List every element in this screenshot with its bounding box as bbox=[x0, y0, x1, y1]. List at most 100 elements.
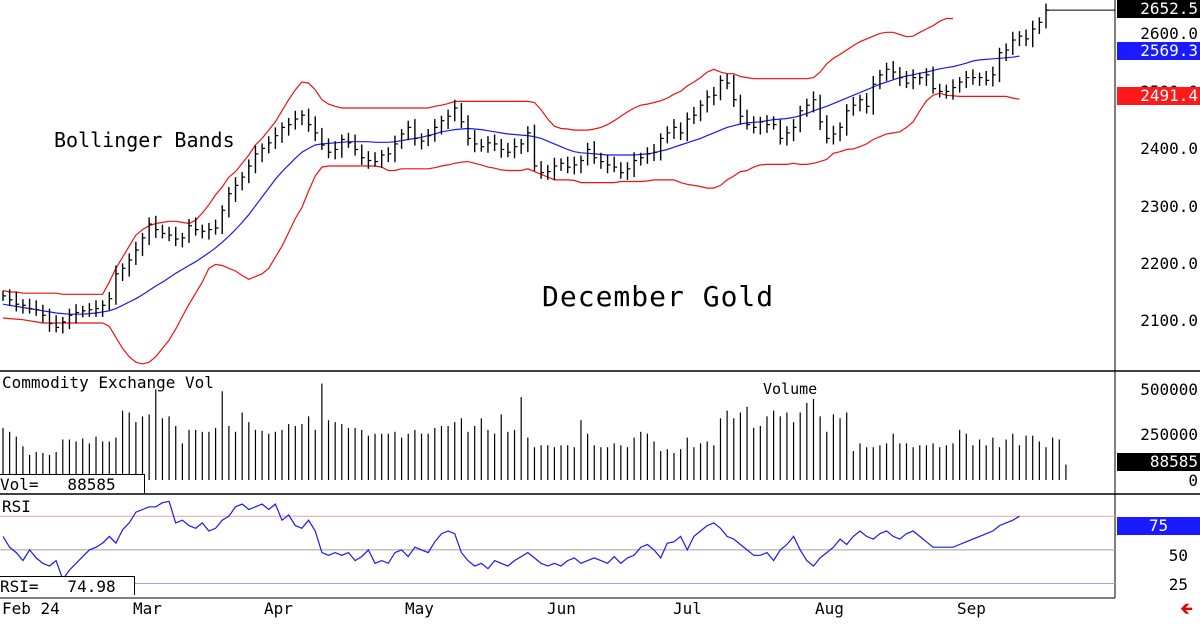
volume-panel-title: Commodity Exchange Vol bbox=[2, 373, 214, 392]
price-bar bbox=[852, 96, 857, 116]
price-bar bbox=[341, 134, 345, 158]
rsi-tick-50: 50 bbox=[1168, 546, 1188, 565]
price-bar bbox=[620, 162, 624, 179]
price-bar bbox=[22, 299, 26, 314]
price-bar bbox=[434, 119, 438, 142]
price-bar bbox=[633, 152, 638, 178]
price-bar bbox=[865, 93, 870, 114]
price-bar bbox=[719, 75, 724, 101]
price-bar bbox=[786, 126, 790, 146]
volume-tick-500000: 500000 bbox=[1140, 380, 1198, 399]
price-bar bbox=[925, 68, 930, 86]
price-bar bbox=[115, 265, 119, 305]
price-bar bbox=[161, 224, 166, 239]
price-bar bbox=[507, 142, 511, 158]
price-bar bbox=[128, 253, 133, 277]
price-bar bbox=[945, 84, 950, 99]
month-label-jul: Jul bbox=[673, 599, 702, 618]
month-label-feb: Feb 24 bbox=[2, 599, 60, 618]
price-bar bbox=[965, 70, 970, 89]
price-bar bbox=[387, 147, 392, 163]
price-bar bbox=[978, 72, 983, 86]
price-bar bbox=[480, 138, 485, 152]
price-bar bbox=[872, 75, 877, 115]
price-bar bbox=[454, 99, 458, 122]
price-bar bbox=[62, 316, 66, 334]
rsi-last-badge: 75 bbox=[1117, 517, 1200, 535]
price-bar bbox=[659, 133, 664, 161]
price-bar bbox=[759, 116, 764, 135]
volume-tick-250000: 250000 bbox=[1140, 425, 1198, 444]
price-bar bbox=[932, 66, 937, 94]
price-bar bbox=[1012, 31, 1016, 55]
price-bar bbox=[108, 292, 113, 311]
price-bar bbox=[879, 69, 883, 90]
price-bar bbox=[939, 83, 943, 98]
price-bar bbox=[547, 164, 551, 180]
price-bar bbox=[706, 90, 711, 113]
price-bar bbox=[427, 129, 432, 147]
price-bar bbox=[261, 143, 266, 163]
price-bar bbox=[394, 135, 398, 163]
price-bar bbox=[228, 187, 232, 218]
volume-last-badge: 88585 bbox=[1117, 453, 1200, 471]
price-bar bbox=[281, 122, 286, 143]
price-tick-2200: 2200.0 bbox=[1140, 254, 1198, 273]
price-bar bbox=[859, 94, 863, 112]
price-bar bbox=[839, 122, 844, 142]
price-bar bbox=[540, 161, 545, 179]
price-bar bbox=[168, 226, 173, 242]
chart-title: December Gold bbox=[542, 280, 775, 313]
price-bar bbox=[626, 162, 631, 180]
price-bar bbox=[573, 156, 578, 175]
rsi-panel-title: RSI bbox=[2, 497, 31, 516]
price-bar bbox=[846, 104, 850, 136]
price-bar bbox=[201, 224, 206, 239]
price-bar bbox=[666, 126, 671, 144]
price-bar bbox=[75, 304, 80, 324]
price-bar bbox=[832, 125, 837, 145]
price-bar bbox=[779, 119, 784, 145]
price-tick-2300: 2300.0 bbox=[1140, 197, 1198, 216]
price-bar bbox=[799, 105, 804, 133]
price-bar bbox=[1005, 43, 1010, 62]
price-bar bbox=[600, 152, 604, 169]
lower-bollinger-band bbox=[2, 92, 1020, 365]
price-bar bbox=[327, 138, 332, 159]
price-bar bbox=[560, 158, 565, 172]
rsi-line bbox=[2, 500, 1020, 581]
price-bar bbox=[958, 77, 963, 93]
price-bar bbox=[380, 150, 385, 168]
price-bar bbox=[367, 151, 372, 169]
price-bar bbox=[414, 119, 418, 146]
volume-label: Volume bbox=[763, 380, 818, 398]
price-bar bbox=[885, 62, 890, 81]
scroll-right-arrow-icon[interactable]: 🡸 bbox=[1180, 599, 1193, 618]
price-bar bbox=[985, 70, 990, 86]
price-bar bbox=[473, 130, 478, 153]
price-bar bbox=[952, 79, 956, 100]
price-bar bbox=[194, 217, 199, 236]
price-bar bbox=[307, 108, 312, 132]
price-bar bbox=[826, 115, 830, 144]
last-price-badge: 2652.5 bbox=[1117, 0, 1200, 18]
price-bar bbox=[274, 127, 279, 149]
price-bar bbox=[82, 305, 86, 318]
price-bar bbox=[553, 157, 558, 180]
price-bar bbox=[248, 159, 252, 184]
price-bar bbox=[467, 115, 472, 146]
volume-readout: Vol= 88585 bbox=[0, 474, 145, 494]
price-bar bbox=[447, 109, 452, 130]
price-bar bbox=[141, 232, 146, 257]
price-bar bbox=[899, 67, 903, 86]
price-bar bbox=[513, 138, 518, 159]
price-bar bbox=[95, 300, 100, 317]
price-bar bbox=[653, 143, 658, 162]
price-bar bbox=[287, 117, 292, 136]
price-bar bbox=[294, 110, 299, 130]
price-bar bbox=[487, 136, 491, 153]
price-bar bbox=[2, 290, 6, 301]
price-bar bbox=[646, 147, 651, 164]
price-bar bbox=[48, 308, 53, 332]
price-bar bbox=[673, 119, 677, 139]
